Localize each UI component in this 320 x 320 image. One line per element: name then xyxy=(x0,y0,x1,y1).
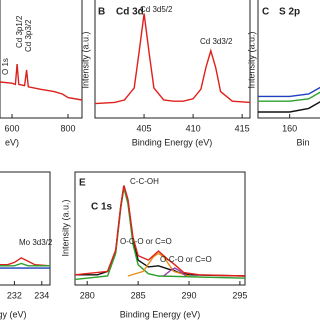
x-axis-label: gy (eV) xyxy=(0,309,27,319)
panel-letter: E xyxy=(79,178,86,189)
x-tick-label: 800 xyxy=(60,123,75,133)
peak-label: Cd 3d3/2 xyxy=(200,37,233,46)
spectrum-line xyxy=(258,101,320,113)
plot-frame xyxy=(257,0,320,119)
x-tick-label: 415 xyxy=(235,123,250,133)
x-tick-label: 290 xyxy=(181,290,196,300)
peak-label: O-C-O or C=O xyxy=(120,237,172,246)
x-tick-label: 160 xyxy=(282,123,297,133)
peak-label: C-C-OH xyxy=(130,177,159,186)
x-axis-label: Bin xyxy=(296,137,309,147)
peak-label: Cd 3d5/2 xyxy=(140,5,173,14)
x-tick-label: 232 xyxy=(7,290,22,300)
spectrum-line xyxy=(127,252,190,277)
spectrum-line xyxy=(94,13,251,105)
x-tick-label: 295 xyxy=(232,290,247,300)
panel-title: S 2p xyxy=(279,7,300,18)
x-tick-label: 234 xyxy=(34,290,49,300)
x-tick-label: 410 xyxy=(186,123,201,133)
panel-title: C 1s xyxy=(91,202,113,213)
panel-letter: C xyxy=(262,7,269,18)
spectrum-line xyxy=(163,267,187,277)
spectrum-line xyxy=(0,262,50,267)
plot-frame xyxy=(74,171,246,286)
spectrum-line xyxy=(0,257,51,267)
plot-frame xyxy=(94,0,251,119)
x-tick-label: 405 xyxy=(137,123,152,133)
y-axis-label: Intensity (a.u.) xyxy=(80,31,90,88)
peak-label: O 1s xyxy=(1,58,10,75)
panel-letter: B xyxy=(98,7,105,18)
panel-title: Cd 3d xyxy=(116,7,144,18)
x-tick-label: 280 xyxy=(80,290,95,300)
x-tick-label: 600 xyxy=(5,123,20,133)
plot-frame xyxy=(0,0,83,119)
x-axis-label: Binding Energy (eV) xyxy=(132,137,213,147)
y-axis-label: Intensity (a.u.) xyxy=(60,199,70,256)
spectrum-line xyxy=(0,63,83,101)
x-tick-label: 285 xyxy=(131,290,146,300)
spectrum-line xyxy=(258,91,320,102)
x-axis-label: Binding Energy (eV) xyxy=(120,309,201,319)
peak-label: O-C-O or C=O xyxy=(160,255,212,264)
peak-label: Cd 3p3/2 xyxy=(24,19,33,52)
y-axis-label: Intensity (a.u.) xyxy=(246,31,256,88)
x-axis-label: eV) xyxy=(5,137,19,147)
peak-label: Cd 3p1/2 xyxy=(15,15,24,48)
plot-frame xyxy=(0,171,51,286)
spectrum-line xyxy=(74,185,246,277)
peak-label: Mo 3d3/2 xyxy=(19,238,53,247)
spectrum-line xyxy=(258,86,320,98)
